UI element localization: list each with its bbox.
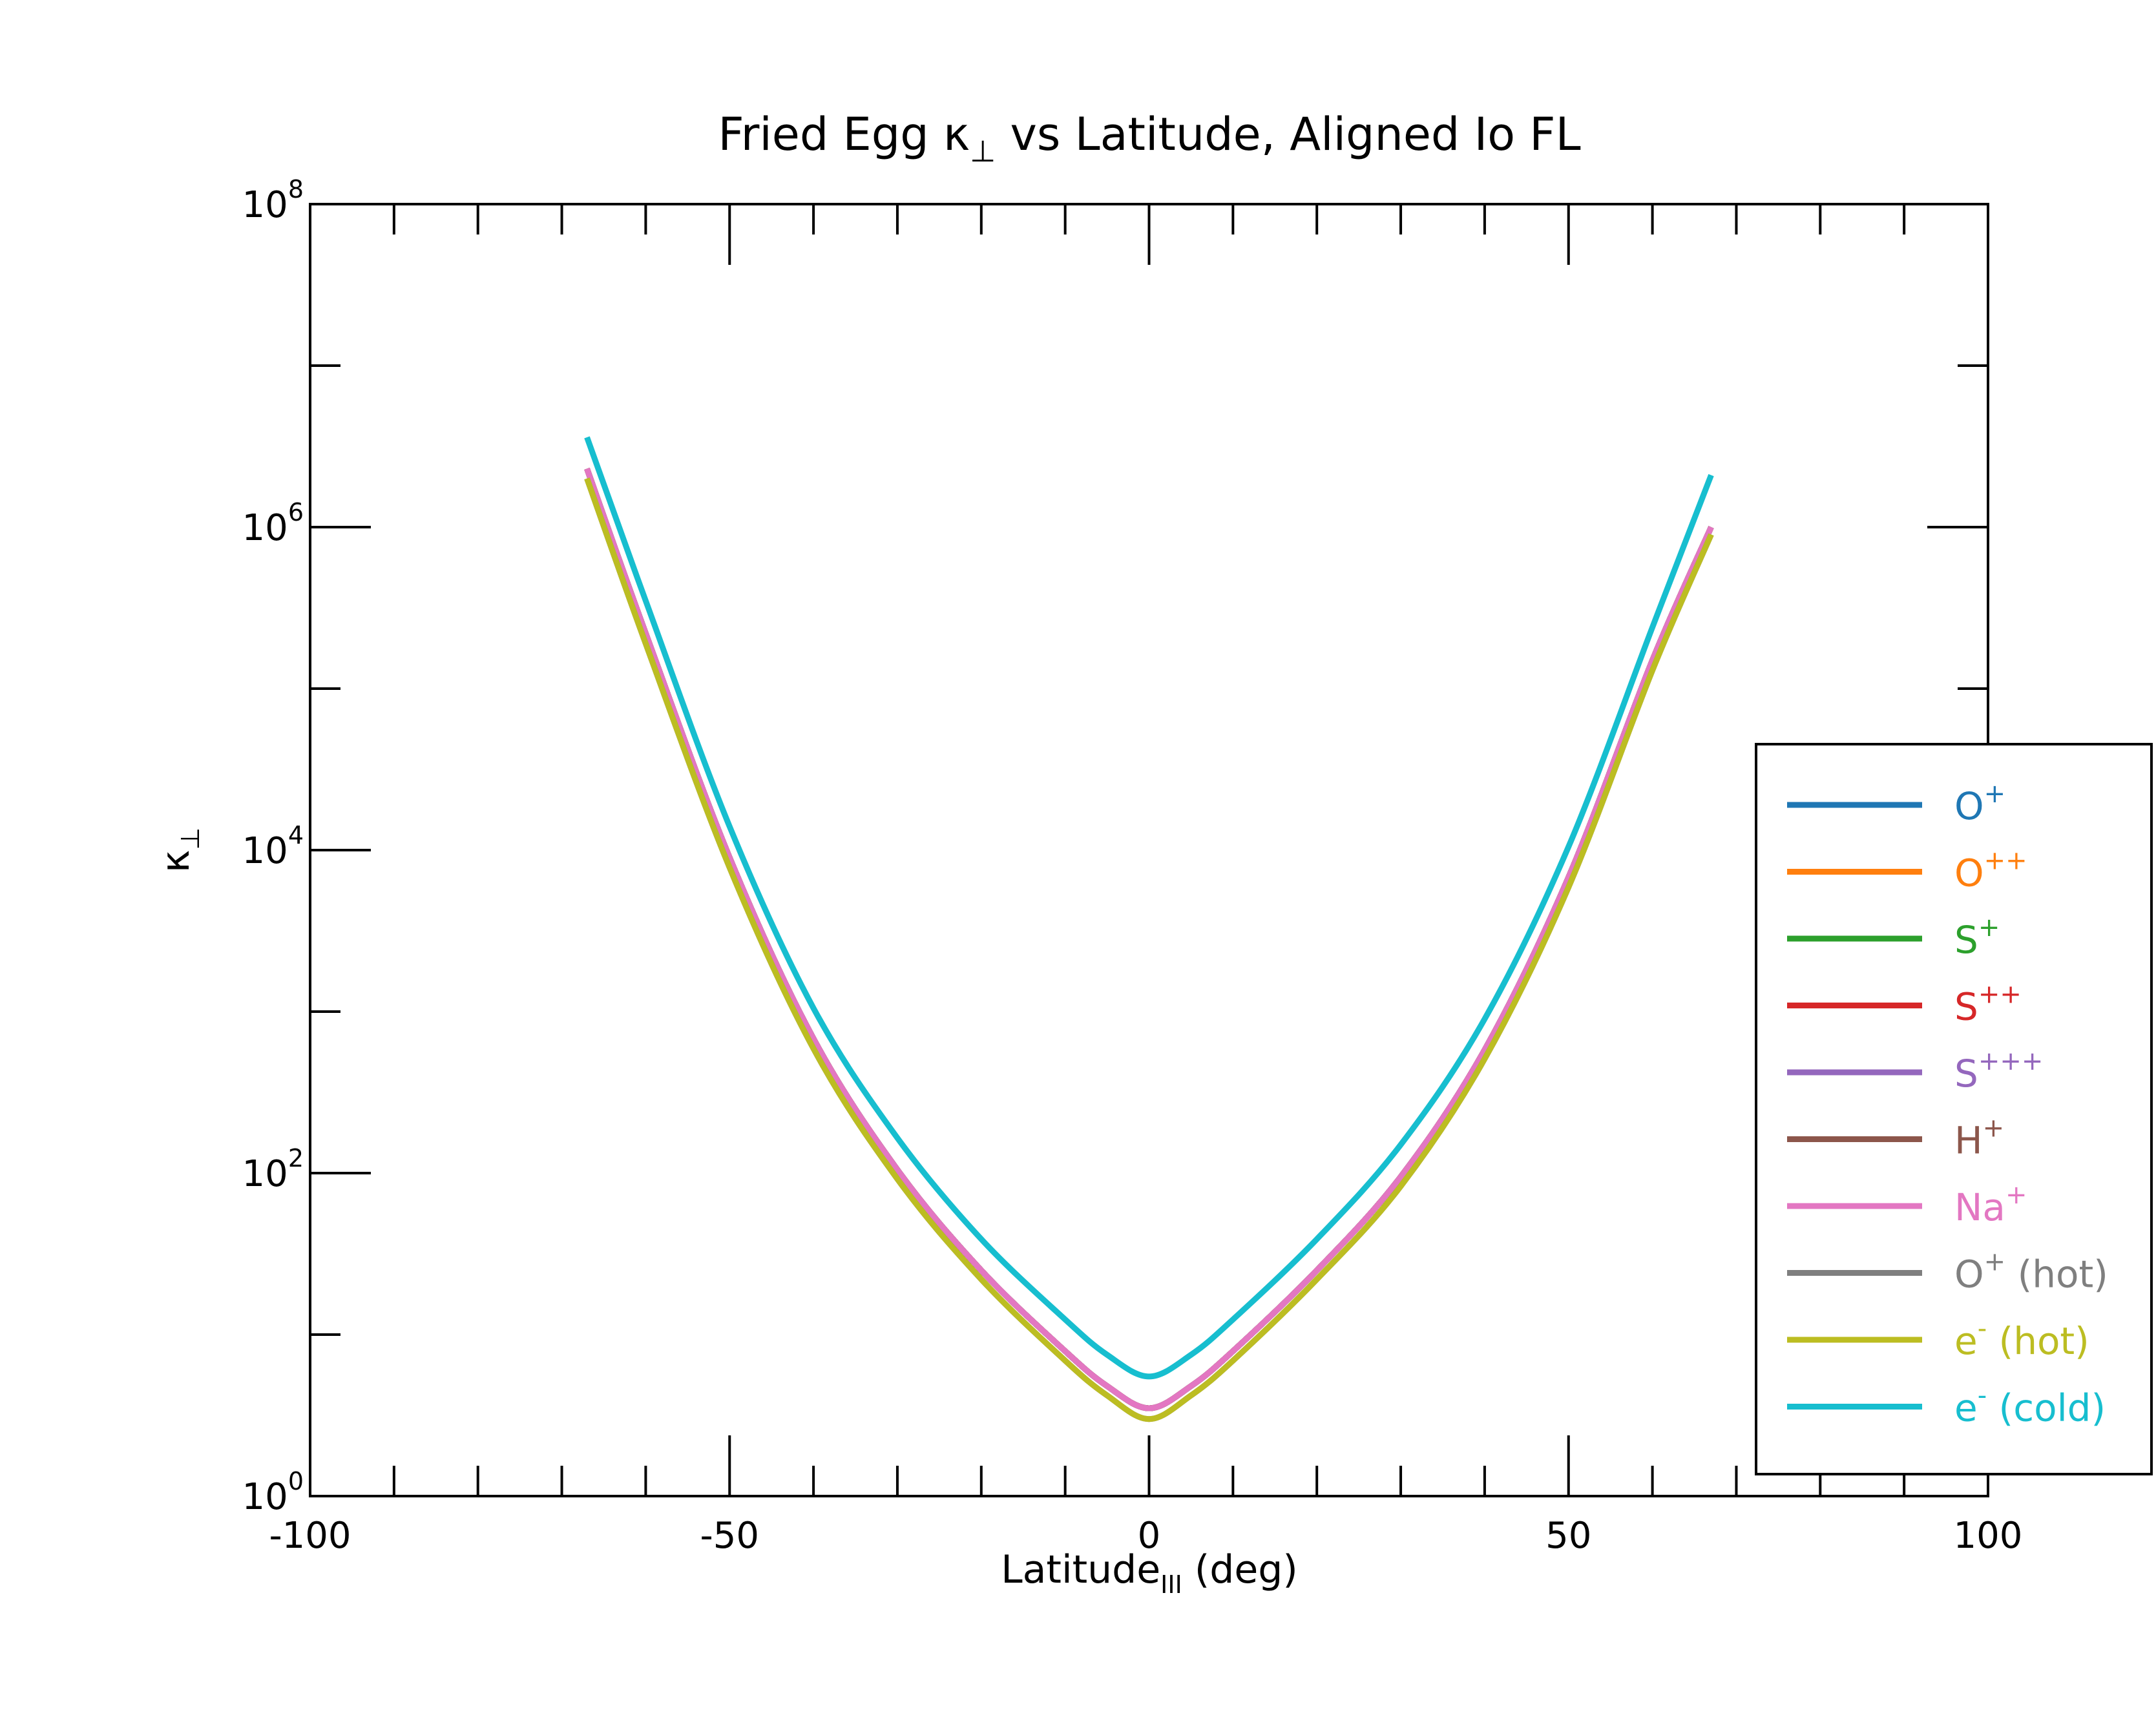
x-tick-label: -100 <box>269 1515 351 1557</box>
x-axis-label-rest: (deg) <box>1182 1547 1298 1592</box>
x-tick-label: 50 <box>1545 1515 1591 1557</box>
x-axis-label: LatitudeIII (deg) <box>1001 1547 1298 1599</box>
legend-entry: S++ <box>1954 980 2022 1029</box>
legend: O+ O++ S+ S++ S+++ H+ Na+ O+ (hot) e- (hot) e- (c… <box>1755 743 2153 1475</box>
axis-tick-labels: -100 -50 0 50 100 100 102 104 106 108 <box>242 175 2023 1557</box>
series-line <box>584 477 1714 1422</box>
legend-entry: O++ <box>1954 846 2027 895</box>
chart-title: Fried Egg κ⊥ vs Latitude, Aligned Io FL <box>718 108 1580 169</box>
legend-frame <box>1755 743 2153 1475</box>
x-tick-label: -50 <box>700 1515 759 1557</box>
legend-entry: H+ <box>1954 1114 2004 1163</box>
y-tick-label: 104 <box>242 821 304 872</box>
y-tick-label: 106 <box>242 498 304 549</box>
legend-entry: O+ (hot) <box>1954 1247 2108 1296</box>
series-lines <box>584 436 1714 1422</box>
legend-entry: S+ <box>1954 913 2000 962</box>
x-axis-label-main: Latitude <box>1001 1547 1160 1592</box>
x-tick-label: 0 <box>1138 1515 1161 1557</box>
y-axis-label: κ⊥ <box>153 828 205 873</box>
y-tick-label: 100 <box>242 1467 304 1518</box>
chart-title-subscript: ⊥ <box>970 134 996 169</box>
chart-title-main: Fried Egg κ <box>718 108 970 161</box>
x-tick-label: 100 <box>1954 1515 2023 1557</box>
y-axis-label-main: κ <box>153 850 198 873</box>
y-axis-label-subscript: ⊥ <box>176 828 205 850</box>
legend-entry: e- (cold) <box>1954 1381 2106 1430</box>
y-tick-label: 102 <box>242 1144 304 1195</box>
x-axis-label-subscript: III <box>1160 1570 1182 1599</box>
legend-entry: e- (hot) <box>1954 1314 2089 1363</box>
legend-entry: O+ <box>1954 779 2005 828</box>
y-tick-label: 108 <box>242 175 304 226</box>
series-line <box>584 436 1714 1380</box>
legend-entry: Na+ <box>1954 1180 2027 1229</box>
legend-entry: S+++ <box>1954 1046 2043 1096</box>
series-line <box>584 468 1714 1411</box>
chart-title-rest: vs Latitude, Aligned Io FL <box>996 108 1580 161</box>
